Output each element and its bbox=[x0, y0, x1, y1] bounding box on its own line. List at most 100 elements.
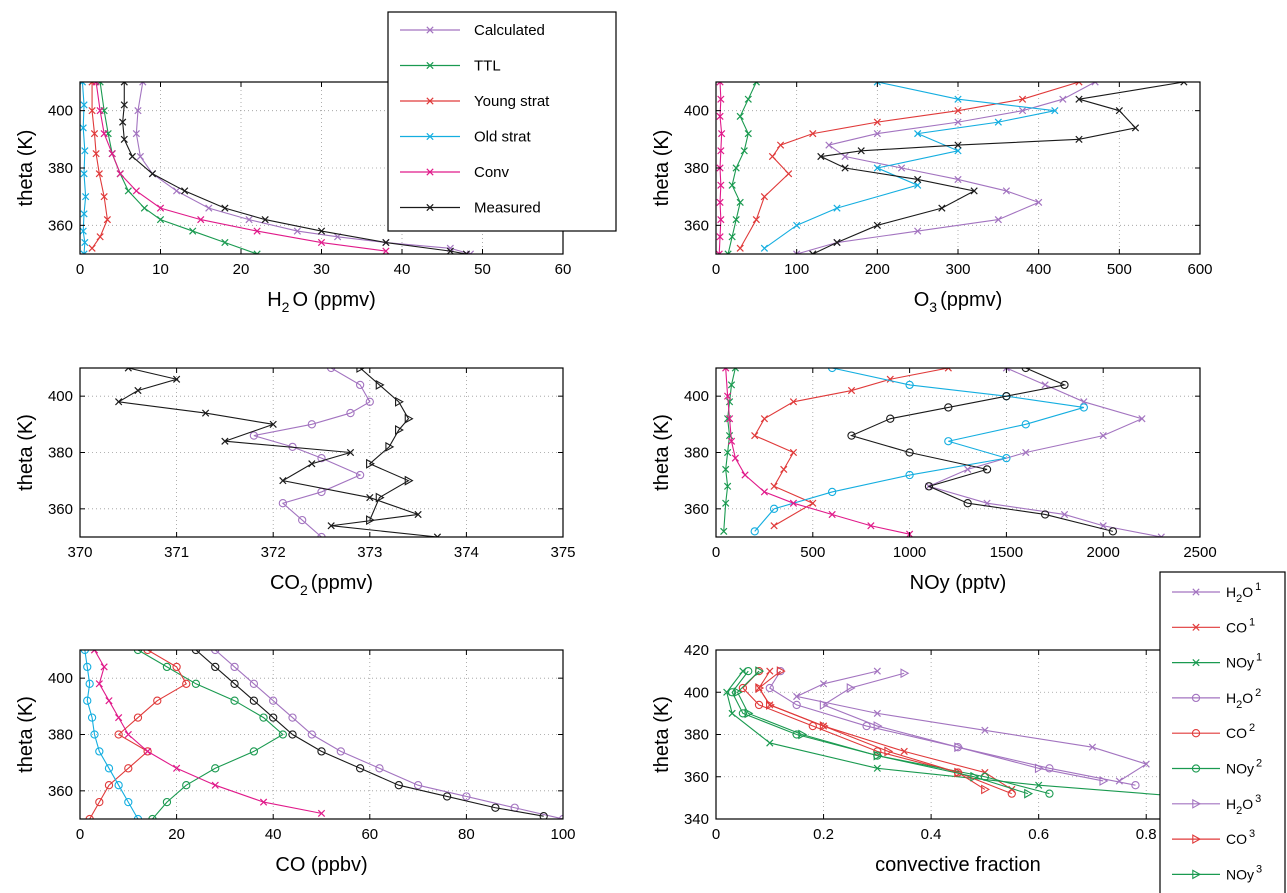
data-point bbox=[914, 181, 922, 189]
data-point bbox=[1007, 789, 1016, 798]
data-point bbox=[103, 215, 111, 224]
data-point bbox=[148, 170, 157, 178]
legend-label: CO 2 bbox=[1226, 722, 1255, 741]
data-point bbox=[85, 814, 94, 819]
series-line bbox=[116, 368, 438, 537]
data-point bbox=[83, 696, 92, 705]
legend-marker bbox=[1191, 729, 1201, 738]
data-point bbox=[191, 679, 201, 688]
data-point bbox=[873, 82, 881, 86]
data-point bbox=[120, 82, 128, 86]
series-old-strat bbox=[750, 368, 1088, 536]
data-point bbox=[119, 118, 127, 126]
x-tick-label: 20 bbox=[233, 261, 250, 278]
data-point bbox=[143, 747, 152, 756]
series-line bbox=[794, 670, 1148, 782]
data-point bbox=[1115, 777, 1123, 785]
data-point bbox=[1099, 431, 1107, 440]
data-point bbox=[132, 187, 140, 195]
data-point bbox=[253, 250, 261, 254]
legend-marker bbox=[426, 168, 434, 176]
data-point bbox=[153, 696, 162, 705]
legend-marker bbox=[1191, 693, 1201, 703]
data-point bbox=[116, 170, 124, 178]
x-tick-label: 373 bbox=[357, 544, 382, 561]
data-point bbox=[172, 764, 181, 772]
legend-label: H2O 2 bbox=[1226, 687, 1261, 711]
data-point bbox=[278, 499, 288, 508]
data-point bbox=[873, 721, 883, 731]
data-point bbox=[108, 150, 116, 158]
data-point bbox=[954, 118, 962, 126]
y-axis-label: theta (K) bbox=[651, 414, 673, 491]
y-tick-label: 380 bbox=[684, 160, 709, 177]
legend-marker bbox=[1192, 834, 1202, 845]
data-point bbox=[80, 124, 87, 132]
data-point bbox=[120, 135, 128, 143]
legend-label: NOy 2 bbox=[1226, 758, 1262, 777]
data-point bbox=[172, 662, 181, 672]
x-tick-label: 0.8 bbox=[1136, 826, 1157, 843]
data-point bbox=[1079, 403, 1088, 412]
data-point bbox=[847, 386, 856, 395]
data-point bbox=[355, 380, 365, 390]
data-point bbox=[172, 375, 181, 383]
panel-co: 0 20 40 60 80 100 360 380 400 theta (K) CO (ppbv) bbox=[15, 649, 576, 876]
data-point bbox=[249, 431, 259, 440]
x-tick-label: 400 bbox=[1026, 261, 1051, 278]
legend-label-sup: 2 bbox=[1256, 758, 1262, 770]
data-point bbox=[133, 713, 143, 722]
x-axis-label-main: H bbox=[267, 289, 281, 311]
data-point bbox=[873, 129, 881, 138]
data-point bbox=[414, 510, 422, 519]
data-point bbox=[462, 792, 471, 801]
data-point bbox=[120, 101, 128, 109]
data-point bbox=[736, 244, 744, 252]
data-point bbox=[905, 470, 914, 480]
series-h2o-3 bbox=[819, 668, 1109, 786]
data-point bbox=[728, 233, 736, 241]
legend-entry: CO 1 bbox=[1172, 616, 1255, 635]
data-point bbox=[462, 250, 471, 254]
series-line bbox=[927, 368, 1162, 537]
data-point bbox=[873, 221, 881, 229]
x-tick-label: 0.2 bbox=[813, 826, 834, 843]
legend-marker bbox=[1192, 869, 1202, 880]
data-point bbox=[197, 215, 205, 224]
x-axis-label-main: CO bbox=[270, 572, 300, 594]
data-point bbox=[85, 679, 94, 688]
legend-label-rest: O bbox=[1242, 690, 1253, 706]
data-point bbox=[728, 181, 736, 189]
legend-label: Young strat bbox=[474, 93, 550, 110]
data-point bbox=[1021, 368, 1030, 373]
data-point bbox=[938, 204, 946, 212]
x-tick-label: 371 bbox=[164, 544, 189, 561]
panel-co2: 370 371 372 373 374 375 360 380 400 theta (K) CO2(… bbox=[15, 367, 576, 598]
data-point bbox=[964, 465, 972, 474]
data-point bbox=[1035, 781, 1043, 789]
x-tick-label: 20 bbox=[168, 826, 185, 843]
legend-entry: TTL bbox=[400, 58, 501, 75]
x-tick-label: 500 bbox=[1107, 261, 1132, 278]
data-point bbox=[162, 797, 172, 807]
data-point bbox=[259, 713, 268, 722]
data-point bbox=[80, 227, 87, 235]
data-point bbox=[770, 482, 778, 490]
legend-marker bbox=[1192, 658, 1200, 667]
data-point bbox=[1051, 107, 1059, 115]
data-point bbox=[873, 764, 881, 772]
data-point bbox=[905, 448, 914, 457]
data-point bbox=[1142, 760, 1150, 768]
legend-label-sup: 1 bbox=[1256, 652, 1262, 664]
data-point bbox=[1088, 743, 1097, 751]
data-point bbox=[269, 696, 278, 705]
data-point bbox=[723, 482, 732, 490]
data-point bbox=[1002, 368, 1011, 372]
data-point bbox=[80, 250, 88, 254]
data-point bbox=[744, 129, 752, 138]
series-noy-1 bbox=[723, 667, 1200, 802]
series-old-strat bbox=[80, 82, 90, 254]
data-point bbox=[355, 470, 365, 480]
data-point bbox=[132, 129, 140, 138]
data-point bbox=[81, 147, 89, 155]
